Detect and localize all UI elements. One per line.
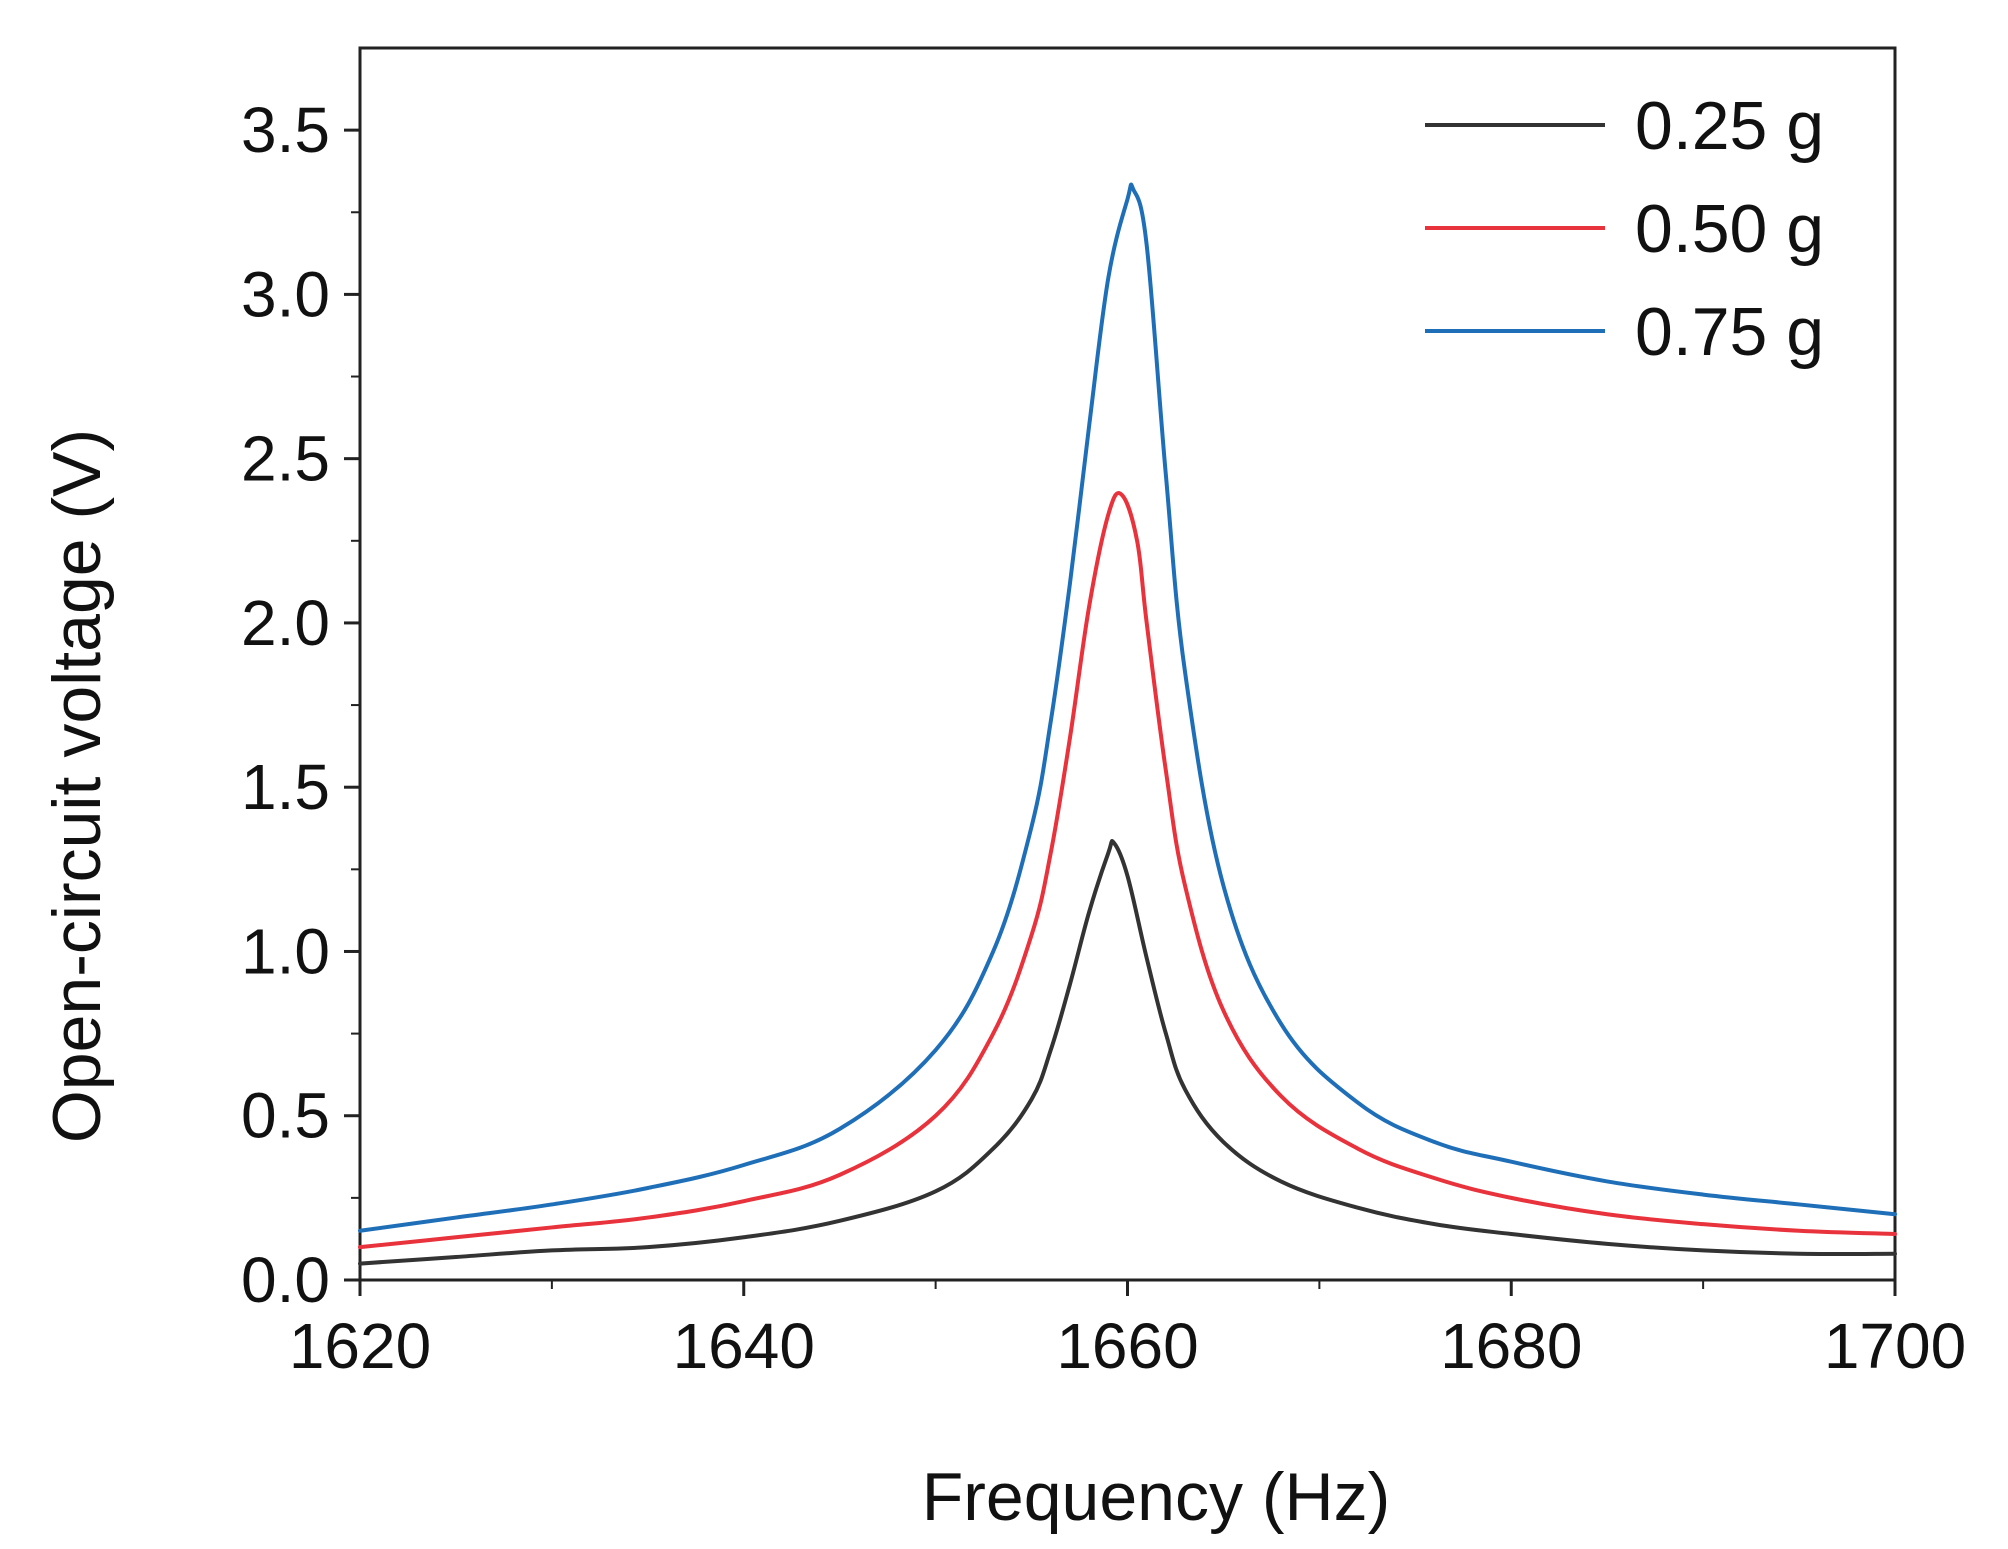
legend-label-3: 0.75 g: [1635, 294, 1824, 370]
y-axis-label: Open-circuit voltage (V): [39, 429, 115, 1143]
y-tick-label: 3.5: [241, 94, 330, 166]
legend-label-2: 0.50 g: [1635, 191, 1824, 267]
series-line-1: [358, 839, 1897, 1266]
y-tick-label: 1.0: [241, 915, 330, 987]
x-tick-label: 1680: [1440, 1310, 1582, 1382]
legend-label-1: 0.25 g: [1635, 88, 1824, 164]
legend: 0.25 g 0.50 g 0.75 g: [1425, 88, 1824, 370]
series-layer: [358, 182, 1897, 1266]
x-axis-label: Frequency (Hz): [922, 1459, 1391, 1535]
y-tick-label: 1.5: [241, 751, 330, 823]
x-tick-label: 1660: [1056, 1310, 1198, 1382]
x-axis: 1620 1640 1660 1680 1700: [289, 1280, 1966, 1382]
y-tick-label: 0.5: [241, 1080, 330, 1152]
series-line-2: [358, 491, 1897, 1250]
series-line-3: [358, 182, 1897, 1233]
x-tick-label: 1640: [673, 1310, 815, 1382]
y-tick-label: 0.0: [241, 1244, 330, 1316]
x-tick-label: 1700: [1824, 1310, 1966, 1382]
x-tick-label: 1620: [289, 1310, 431, 1382]
y-axis: 0.0 0.5 1.0 1.5 2.0 2.5 3.0 3.5: [241, 94, 360, 1316]
y-tick-label: 3.0: [241, 258, 330, 330]
y-tick-label: 2.0: [241, 587, 330, 659]
y-tick-label: 2.5: [241, 423, 330, 495]
